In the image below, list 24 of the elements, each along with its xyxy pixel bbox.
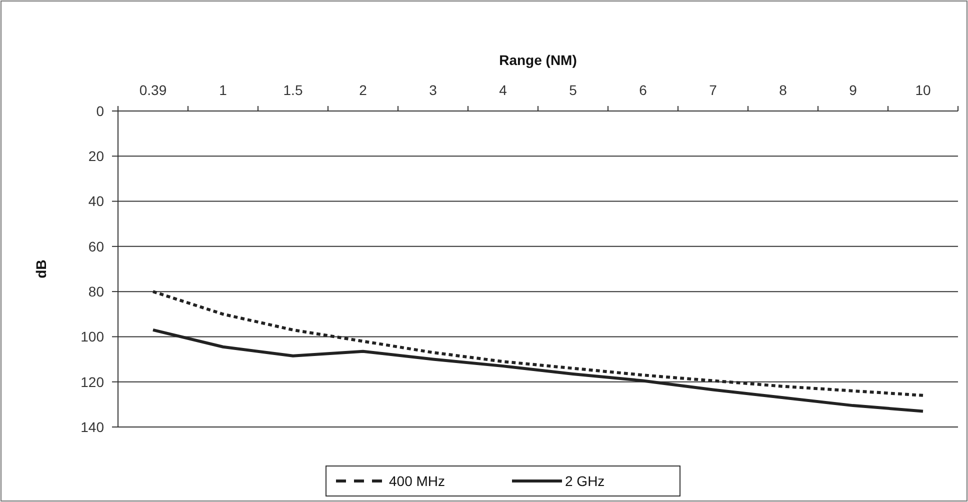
x-tick-label: 8	[779, 82, 788, 98]
y-tick-label: 100	[80, 328, 104, 345]
x-tick-label: 5	[569, 82, 578, 98]
x-tick-label: 2	[359, 82, 368, 98]
y-tick-label: 40	[88, 193, 104, 210]
y-tick-label: 80	[88, 283, 104, 300]
y-tick-label: 120	[80, 374, 104, 390]
x-tick-label: 9	[849, 82, 858, 98]
legend-label: 2 GHz	[565, 472, 605, 489]
x-tick-label: 6	[639, 82, 648, 98]
x-tick-label: 7	[709, 82, 718, 98]
y-tick-label: 60	[88, 238, 104, 254]
y-axis-title: dB	[33, 260, 49, 278]
x-axis-title: Range (NM)	[499, 52, 577, 68]
y-tick-label: 0	[96, 102, 104, 119]
x-tick-label: 1	[219, 82, 228, 98]
y-tick-label: 20	[88, 148, 104, 164]
x-tick-label: 1.5	[283, 82, 303, 98]
legend-label: 400 MHz	[389, 472, 446, 489]
x-tick-label: 0.39	[139, 82, 167, 98]
x-tick-label: 4	[499, 82, 508, 98]
y-tick-label: 140	[80, 418, 104, 435]
x-tick-label: 10	[915, 82, 931, 98]
x-tick-label: 3	[429, 82, 438, 98]
